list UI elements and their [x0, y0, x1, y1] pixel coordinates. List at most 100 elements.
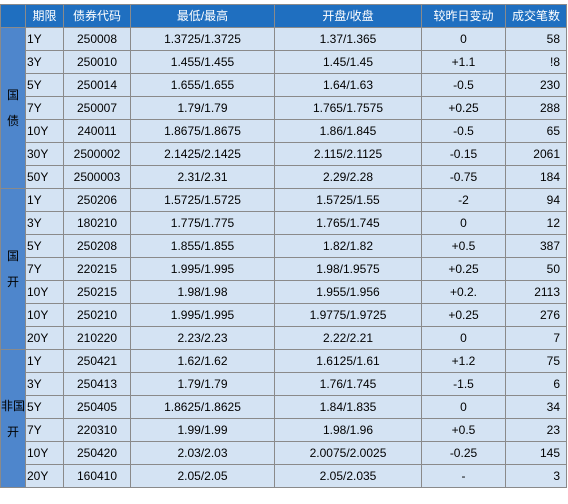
cell-trades-text: 50	[546, 262, 560, 276]
cell-open-close: 2.22/2.21	[274, 326, 422, 350]
cell-term: 1Y	[25, 188, 64, 212]
cell-low-high-text: 2.05/2.05	[177, 469, 228, 483]
cell-code: 250215	[63, 280, 131, 304]
cell-trades: 387	[505, 234, 567, 258]
table-row: 10Y 240011 1.8675/1.8675 1.86/1.845 -0.5 65	[1, 119, 567, 143]
cell-term: 10Y	[25, 280, 64, 304]
table-row: 30Y 2500002 2.1425/2.1425 2.115/2.1125 -0.15…	[1, 142, 567, 166]
cell-trades-text: 145	[539, 446, 560, 460]
cell-trades: 2113	[505, 280, 567, 304]
cell-term: 50Y	[25, 165, 64, 189]
cell-code: 250420	[63, 441, 131, 465]
cell-change-text: -2	[458, 193, 469, 207]
cell-trades: 145	[505, 441, 567, 465]
group-label: 非国开	[0, 349, 26, 488]
cell-trades: 3	[505, 464, 567, 488]
cell-low-high-text: 1.995/1.995	[170, 308, 235, 322]
cell-low-high: 1.8625/1.8625	[130, 395, 275, 419]
cell-code-text: 250210	[76, 308, 118, 322]
cell-low-high-text: 1.62/1.62	[177, 354, 228, 368]
cell-low-high: 1.98/1.98	[130, 280, 275, 304]
cell-open-close-text: 1.955/1.956	[316, 285, 380, 299]
cell-term-text: 20Y	[27, 469, 49, 483]
cell-change: +1.2	[421, 349, 506, 373]
cell-term-text: 20Y	[27, 331, 49, 345]
cell-change-text: +0.25	[448, 262, 479, 276]
cell-change-text: -0.75	[449, 170, 478, 184]
cell-term-text: 1Y	[27, 193, 42, 207]
cell-code-text: 250010	[76, 55, 118, 69]
cell-code: 250405	[63, 395, 131, 419]
cell-open-close-text: 1.84/1.835	[319, 400, 377, 414]
header-low-high: 最低/最高	[130, 4, 275, 28]
header-term: 期限	[25, 4, 64, 28]
cell-low-high: 1.79/1.79	[130, 372, 275, 396]
cell-trades: 34	[505, 395, 567, 419]
cell-trades: 23	[505, 418, 567, 442]
bond-quote-table-wrapper: 期限 债券代码 最低/最高 开盘/收盘 较昨日变动 成交笔数 国债 1Y 25000…	[0, 4, 567, 488]
table-row: 10Y 250215 1.98/1.98 1.955/1.956 +0.2. 2113	[1, 280, 567, 304]
cell-open-close: 1.84/1.835	[274, 395, 422, 419]
table-body: 国债 1Y 250008 1.3725/1.3725 1.37/1.365 0 58 3Y 25…	[0, 27, 567, 488]
cell-change-text: 0	[460, 216, 467, 230]
cell-open-close: 1.98/1.96	[274, 418, 422, 442]
table-row: 3Y 180210 1.775/1.775 1.765/1.745 0 12	[1, 211, 567, 235]
table-row: 50Y 2500003 2.31/2.31 2.29/2.28 -0.75 184	[1, 165, 567, 189]
cell-open-close: 1.765/1.7575	[274, 96, 422, 120]
cell-trades-text: 6	[553, 377, 560, 391]
cell-change: 0	[421, 211, 506, 235]
cell-code-text: 250215	[76, 285, 118, 299]
cell-trades: 58	[505, 27, 567, 51]
cell-open-close: 1.86/1.845	[274, 119, 422, 143]
table-row: 非国开 1Y 250421 1.62/1.62 1.6125/1.61 +1.2 75	[0, 349, 567, 488]
cell-trades-text: 23	[546, 423, 560, 437]
cell-low-high-text: 1.99/1.99	[177, 423, 228, 437]
cell-term-text: 5Y	[27, 239, 42, 253]
cell-term: 3Y	[25, 211, 64, 235]
cell-change-text: +0.2.	[449, 285, 478, 299]
cell-change-text: -1.5	[453, 377, 474, 391]
cell-trades-text: 230	[539, 78, 560, 92]
cell-change: -0.5	[421, 73, 506, 97]
cell-term: 7Y	[25, 96, 64, 120]
cell-term: 7Y	[25, 257, 64, 281]
cell-code: 180210	[63, 211, 131, 235]
cell-change: +0.5	[421, 234, 506, 258]
cell-term: 7Y	[25, 418, 64, 442]
cell-low-high-text: 1.5725/1.5725	[164, 193, 241, 207]
cell-low-high-text: 1.79/1.79	[177, 101, 228, 115]
cell-open-close-text: 2.22/2.21	[322, 331, 374, 345]
table-row: 7Y 250007 1.79/1.79 1.765/1.7575 +0.25 288	[1, 96, 567, 120]
cell-open-close: 2.05/2.035	[274, 464, 422, 488]
cell-code: 220215	[63, 257, 131, 281]
cell-low-high: 2.31/2.31	[130, 165, 275, 189]
cell-change: -	[421, 464, 506, 488]
cell-code-text: 250420	[76, 446, 118, 460]
cell-low-high-text: 2.23/2.23	[177, 331, 228, 345]
cell-code: 250206	[63, 188, 131, 212]
cell-open-close-text: 1.5725/1.55	[316, 193, 380, 207]
cell-change: +0.25	[421, 257, 506, 281]
cell-code: 240011	[63, 119, 131, 143]
cell-open-close-text: 1.86/1.845	[319, 124, 377, 138]
group-label-char: 开	[6, 275, 19, 289]
cell-low-high: 1.995/1.995	[130, 303, 275, 327]
cell-code: 250413	[63, 372, 131, 396]
cell-low-high-text: 1.8675/1.8675	[164, 124, 241, 138]
cell-change: -0.15	[421, 142, 506, 166]
table-row: 20Y 210220 2.23/2.23 2.22/2.21 0 7	[1, 326, 567, 350]
cell-open-close: 2.29/2.28	[274, 165, 422, 189]
cell-change-text: -0.5	[453, 78, 474, 92]
cell-low-high: 1.995/1.995	[130, 257, 275, 281]
cell-change: -1.5	[421, 372, 506, 396]
cell-open-close: 2.0075/2.0025	[274, 441, 422, 465]
cell-trades: 7	[505, 326, 567, 350]
cell-low-high: 1.8675/1.8675	[130, 119, 275, 143]
cell-term: 5Y	[25, 73, 64, 97]
header-open-close: 开盘/收盘	[274, 4, 422, 28]
cell-term-text: 30Y	[27, 147, 49, 161]
cell-code: 2500003	[63, 165, 131, 189]
table-row: 国债 1Y 250008 1.3725/1.3725 1.37/1.365 0 58	[0, 27, 567, 189]
cell-open-close: 1.98/1.9575	[274, 257, 422, 281]
cell-code: 220310	[63, 418, 131, 442]
